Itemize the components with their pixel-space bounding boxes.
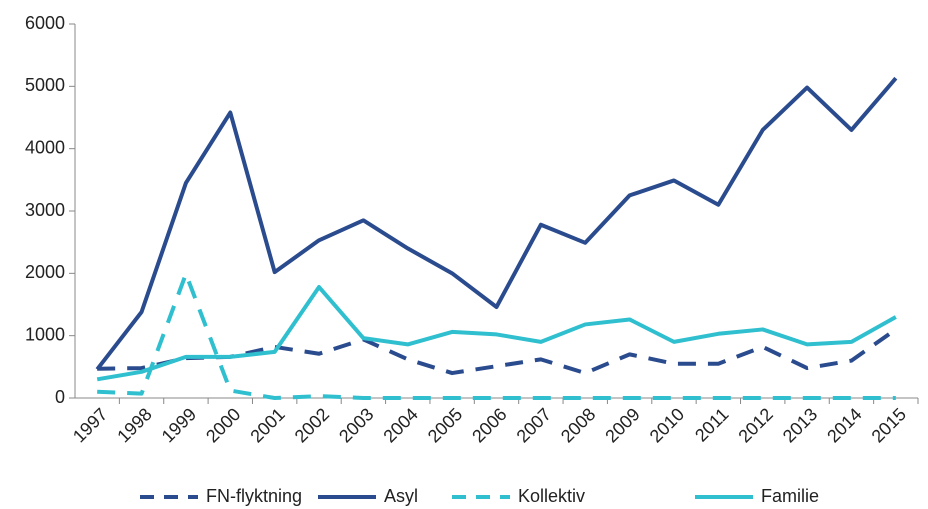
y-tick-label: 2000 (25, 262, 65, 282)
y-tick-label: 6000 (25, 13, 65, 33)
legend-label: Asyl (384, 486, 418, 506)
legend-label: Familie (761, 486, 819, 506)
x-tick-label: 2004 (379, 404, 421, 446)
legend-label: Kollektiv (518, 486, 585, 506)
y-tick-label: 5000 (25, 75, 65, 95)
x-tick-label: 2015 (868, 404, 910, 446)
x-tick-label: 2012 (734, 404, 776, 446)
x-tick-label: 2013 (779, 404, 821, 446)
y-tick-label: 4000 (25, 137, 65, 157)
x-tick-label: 1998 (113, 404, 155, 446)
y-tick-label: 0 (55, 387, 65, 407)
x-tick-label: 2005 (424, 404, 466, 446)
x-tick-label: 2007 (513, 404, 555, 446)
y-tick-label: 1000 (25, 324, 65, 344)
x-tick-label: 2003 (335, 404, 377, 446)
x-tick-label: 2011 (691, 404, 733, 446)
x-tick-label: 1999 (158, 404, 200, 446)
y-tick-label: 3000 (25, 200, 65, 220)
legend-label: FN-flyktning (206, 486, 302, 506)
x-tick-label: 2014 (823, 404, 865, 446)
series-line (95, 76, 898, 371)
x-tick-label: 2008 (557, 404, 599, 446)
x-tick-label: 2006 (468, 404, 510, 446)
x-tick-label: 2010 (646, 404, 688, 446)
series-line (96, 285, 897, 382)
x-tick-label: 1997 (69, 404, 111, 446)
x-tick-label: 2000 (202, 404, 244, 446)
x-tick-label: 2001 (246, 404, 288, 446)
x-tick-label: 2002 (291, 404, 333, 446)
x-tick-label: 2009 (601, 404, 643, 446)
